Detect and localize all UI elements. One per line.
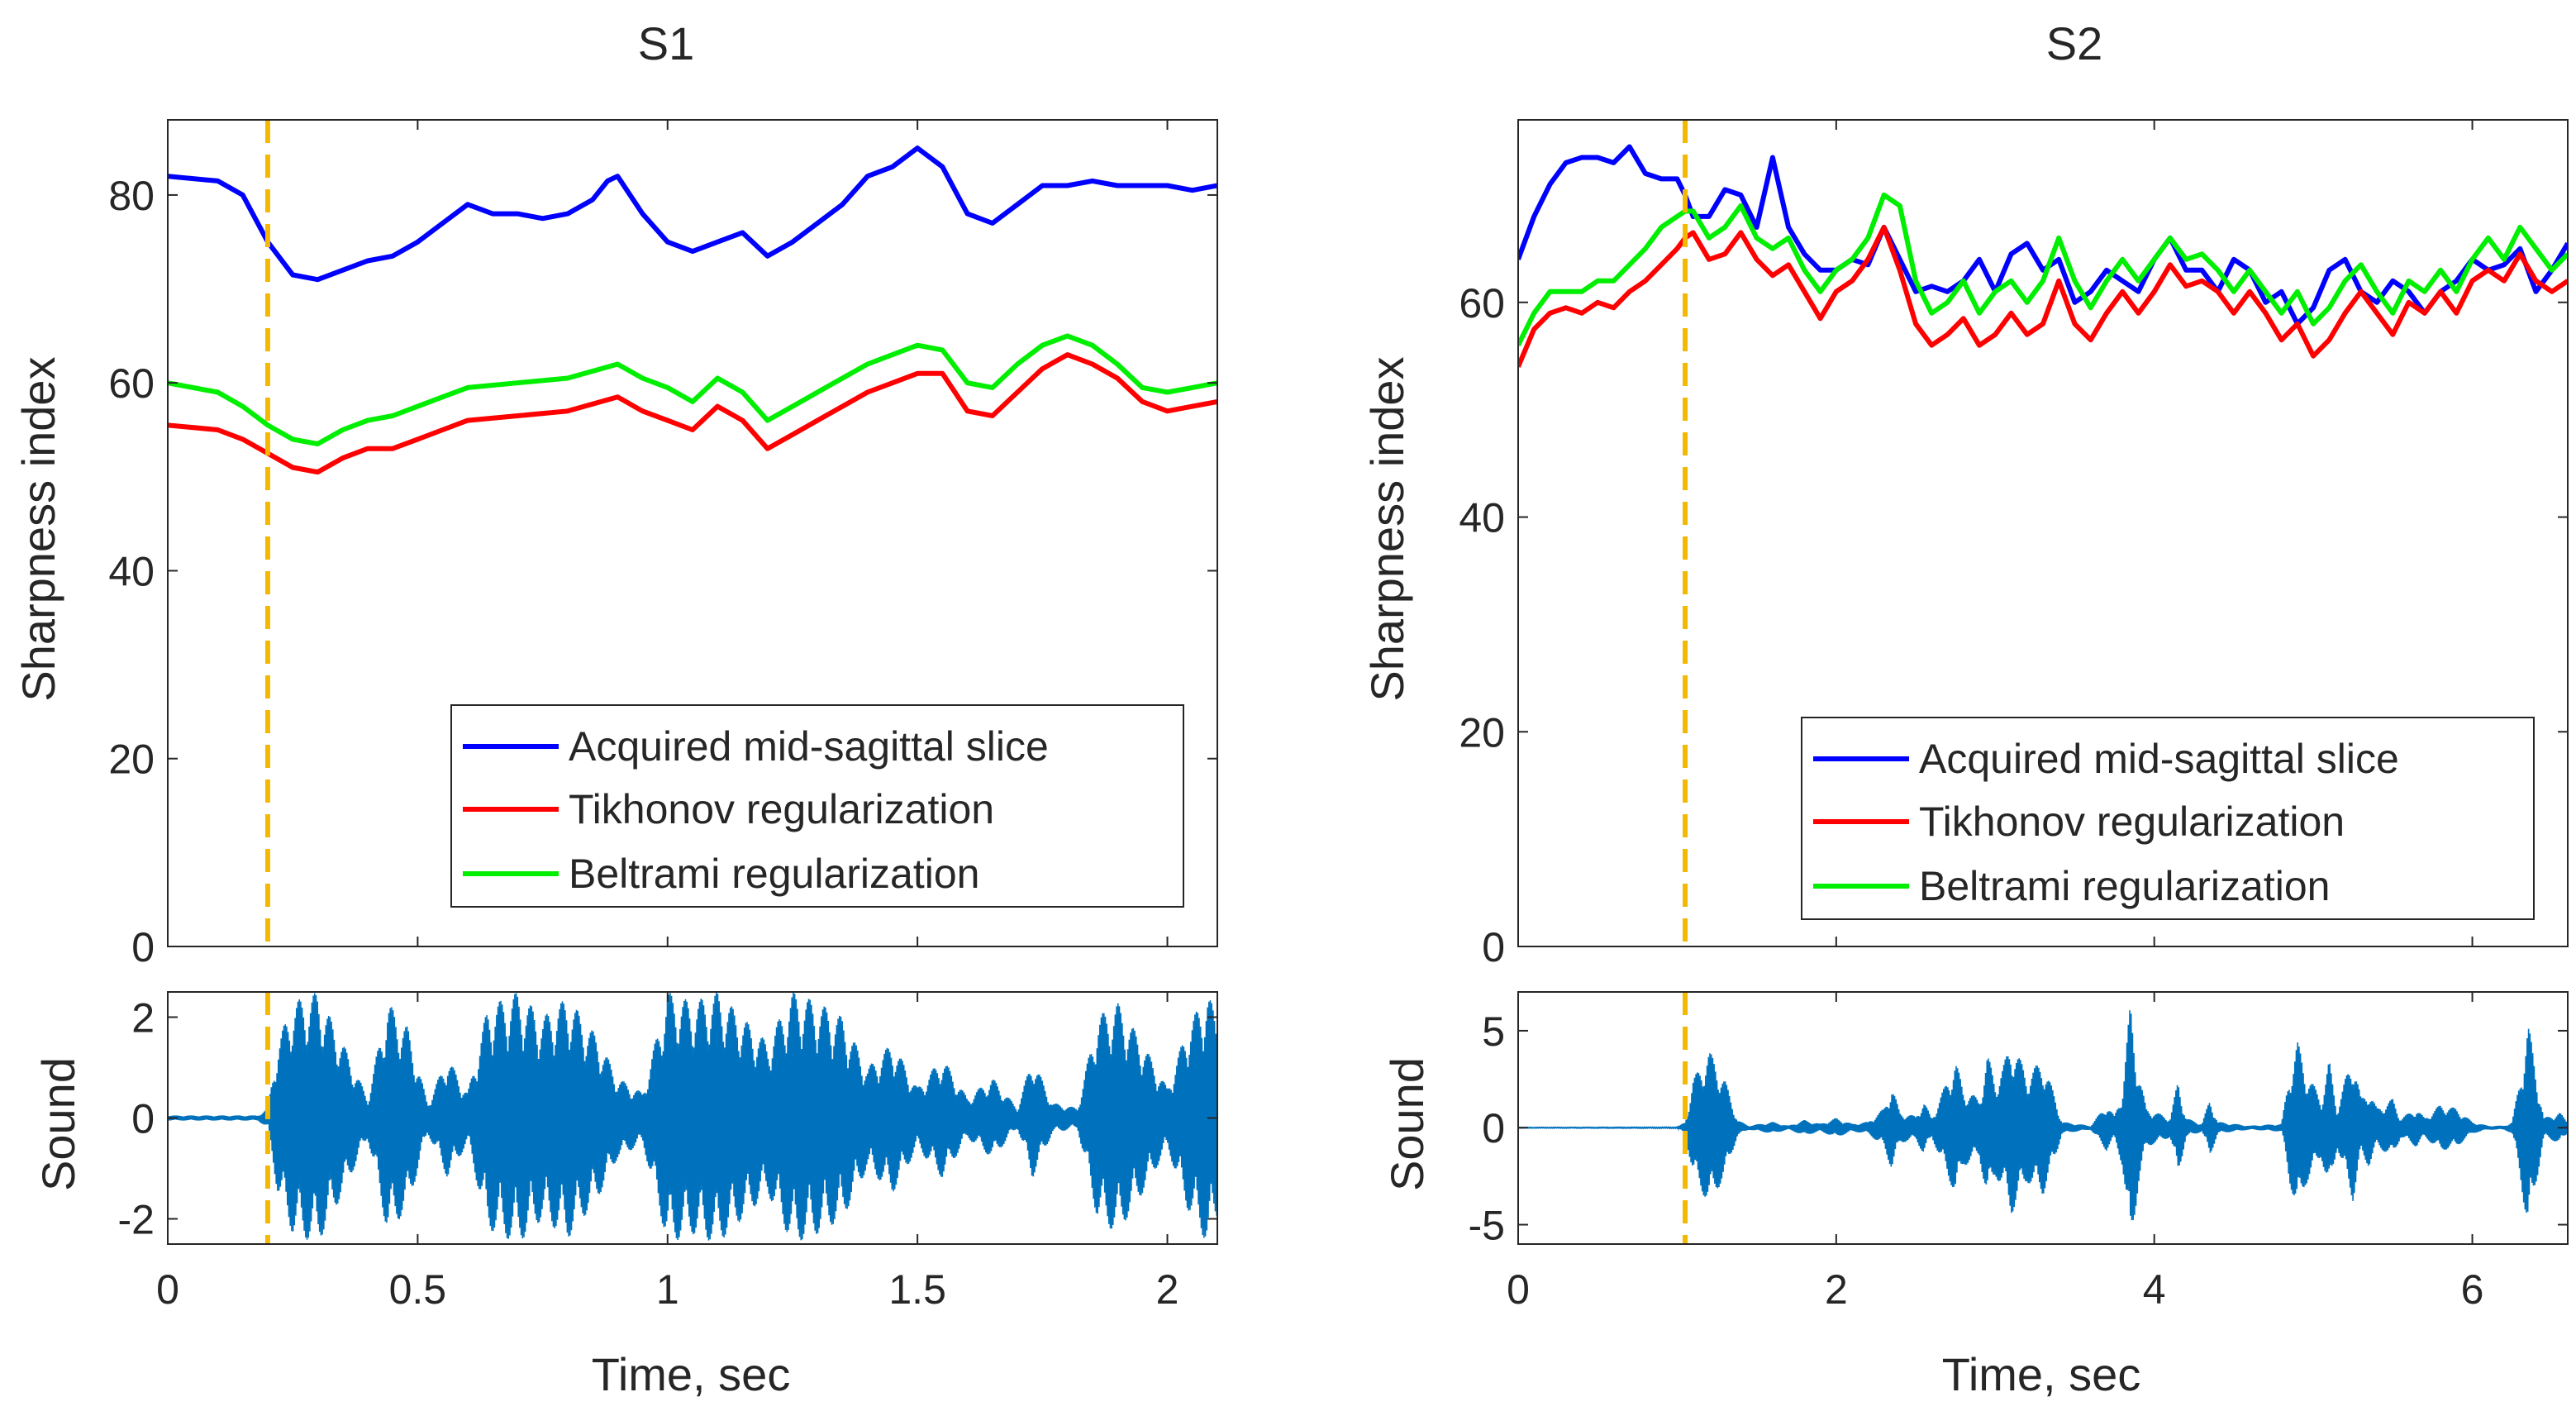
xtick-label: 6 bbox=[2461, 1266, 2484, 1313]
sound-ylabel-s2: Sound bbox=[1381, 1057, 1433, 1191]
sharpness-ylabel-s1: Sharpness index bbox=[12, 356, 64, 701]
axes-box-sharpness-s2 bbox=[1517, 119, 2569, 947]
panel-s2: S2 Sharpness index Sound Time, sec 02040… bbox=[1361, 17, 2569, 1400]
ytick-label: 40 bbox=[1459, 495, 1505, 541]
legend-s2: Acquired mid-sagittal slice Tikhonov reg… bbox=[1801, 717, 2535, 920]
legend-label-acquired-s1: Acquired mid-sagittal slice bbox=[569, 723, 1049, 770]
panel-s1: S1 Sharpness index Sound Time, sec 02040… bbox=[12, 17, 1218, 1400]
panel-title-s2: S2 bbox=[2046, 17, 2103, 69]
legend-label-beltrami-s2: Beltrami regularization bbox=[1919, 863, 2330, 909]
xtick-label: 2 bbox=[1156, 1266, 1179, 1313]
ytick-label: 20 bbox=[108, 737, 155, 783]
legend-s1: Acquired mid-sagittal slice Tikhonov reg… bbox=[450, 704, 1184, 908]
ytick-label: -2 bbox=[118, 1197, 155, 1243]
ytick-label: 20 bbox=[1459, 709, 1505, 756]
panel-title-s1: S1 bbox=[638, 17, 695, 69]
ytick-label: 0 bbox=[131, 924, 155, 970]
xlabel-s1: Time, sec bbox=[592, 1348, 791, 1400]
plot-data-sharpness-s1 bbox=[168, 145, 1217, 475]
ytick-label: -5 bbox=[1469, 1203, 1505, 1249]
xtick-label: 0.5 bbox=[389, 1266, 447, 1313]
xtick-label: 0 bbox=[1507, 1266, 1530, 1313]
ytick-label: 60 bbox=[108, 360, 155, 407]
xlabel-s2: Time, sec bbox=[1942, 1348, 2141, 1400]
legend-box-s1 bbox=[450, 704, 1184, 908]
sound-ylabel-s1: Sound bbox=[32, 1057, 84, 1191]
sound-waveform-sound-s1 bbox=[168, 992, 1217, 1241]
xtick-label: 0 bbox=[156, 1266, 179, 1313]
plot-data-sound-s1 bbox=[168, 992, 1217, 1241]
xtick-label: 1 bbox=[656, 1266, 679, 1313]
ytick-label: 0 bbox=[131, 1096, 155, 1142]
ytick-label: 60 bbox=[1459, 280, 1505, 327]
legend-label-tikhonov-s1: Tikhonov regularization bbox=[569, 786, 994, 832]
legend-label-beltrami-s1: Beltrami regularization bbox=[569, 851, 979, 897]
xtick-label: 2 bbox=[1825, 1266, 1848, 1313]
ytick-label: 40 bbox=[108, 548, 155, 594]
axes-box-sharpness-s1 bbox=[167, 119, 1218, 947]
ytick-label: 80 bbox=[108, 173, 155, 219]
legend-box-s2 bbox=[1801, 717, 2535, 920]
legend-label-acquired-s2: Acquired mid-sagittal slice bbox=[1919, 736, 2399, 782]
xtick-label: 4 bbox=[2143, 1266, 2166, 1313]
xtick-label: 1.5 bbox=[888, 1266, 946, 1313]
series-line-tikhonov-sharpness-s1 bbox=[168, 352, 1217, 475]
ytick-label: 0 bbox=[1482, 924, 1505, 970]
series-line-beltrami-sharpness-s1 bbox=[168, 333, 1217, 446]
plot-data-sound-s2 bbox=[1518, 1010, 2568, 1221]
legend-label-tikhonov-s2: Tikhonov regularization bbox=[1919, 799, 2345, 845]
ytick-label: 2 bbox=[131, 995, 155, 1042]
sharpness-ylabel-s2: Sharpness index bbox=[1361, 356, 1413, 701]
axes-box-sound-s2 bbox=[1517, 991, 2569, 1245]
ytick-label: 5 bbox=[1482, 1008, 1505, 1055]
series-line-acquired-sharpness-s1 bbox=[168, 145, 1217, 283]
sound-waveform-sound-s2 bbox=[1518, 1010, 2568, 1221]
ytick-label: 0 bbox=[1482, 1105, 1505, 1151]
